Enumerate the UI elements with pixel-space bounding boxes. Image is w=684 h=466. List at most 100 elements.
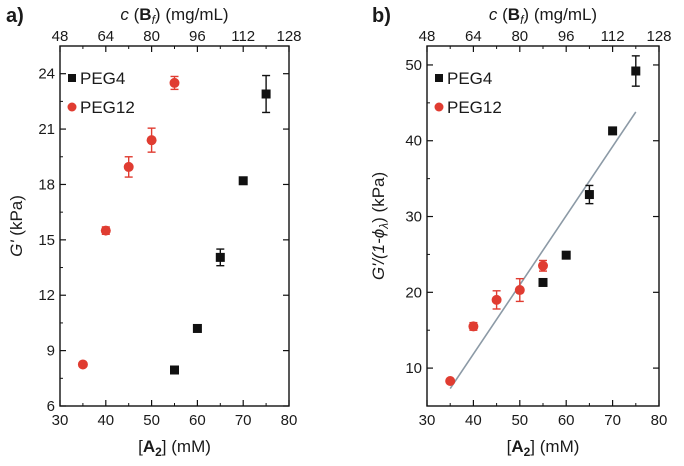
data-point-peg4 (261, 89, 271, 99)
legend-label: PEG12 (80, 98, 135, 117)
top-axis-main: B (508, 5, 520, 24)
legend: PEG4 PEG12 (67, 69, 135, 117)
chart-panel-b: b) 30 40 50 60 70 80 48 64 80 96 112 128 10 20 30 40 50 c … (369, 5, 672, 459)
data-point-peg12 (491, 294, 502, 305)
top-axis-label: c (Bf) (mg/mL) (120, 5, 228, 27)
x-axis-unit: (mM) (535, 437, 579, 456)
y-tick-label: 21 (38, 121, 55, 138)
data-point-peg12 (468, 321, 479, 332)
x-axis-unit: (mM) (167, 437, 211, 456)
x-tick-label: 60 (558, 412, 575, 429)
top-axis-main: B (139, 5, 151, 24)
y-tick-label: 20 (405, 284, 422, 301)
legend-label: PEG12 (447, 98, 502, 117)
top-tick-label: 112 (601, 28, 625, 45)
data-point-peg4 (170, 365, 179, 375)
y-tick-label: 10 (405, 360, 422, 377)
x-axis-open: [ (507, 437, 512, 456)
top-axis-unit: (mg/mL) (529, 5, 597, 24)
top-axis-open: ( (497, 5, 508, 24)
panel-label: b) (372, 5, 391, 27)
top-tick-label: 80 (143, 28, 160, 45)
top-tick-label: 112 (231, 28, 255, 45)
data-point-peg4 (238, 176, 248, 186)
x-axis-label: [A2] (mM) (138, 437, 211, 459)
top-tick-label: 128 (276, 28, 301, 45)
y-tick-label: 15 (38, 232, 55, 249)
x-axis-close: ] (162, 437, 167, 456)
x-axis-sub: 2 (155, 445, 162, 459)
y-axis-label: G'/(1-ϕλ) (kPa) (369, 172, 391, 280)
top-axis-sub: f (152, 13, 157, 27)
y-axis-unit: ) (kPa) (369, 172, 388, 223)
x-tick-label: 60 (189, 412, 206, 429)
top-tick-label: 64 (465, 28, 482, 45)
data-point-peg4 (561, 250, 571, 260)
top-axis-close: ) (155, 5, 161, 24)
top-tick-label: 48 (52, 28, 69, 45)
data-point-peg4 (584, 190, 594, 200)
top-tick-label: 96 (558, 28, 575, 45)
legend-marker-peg12 (67, 102, 77, 112)
top-tick-label: 96 (189, 28, 206, 45)
y-axis-sub: λ (377, 223, 391, 230)
fit-line (449, 111, 637, 390)
data-point-peg12 (514, 285, 525, 296)
x-tick-label: 40 (97, 412, 114, 429)
x-tick-label: 80 (281, 412, 298, 429)
data-point-peg12 (146, 135, 157, 146)
top-axis-label: c (Bf) (mg/mL) (489, 5, 597, 27)
data-point-peg4 (215, 252, 225, 262)
data-point-peg12 (169, 77, 180, 88)
y-tick-label: 24 (38, 66, 55, 83)
series-peg12 (445, 259, 548, 386)
top-tick-label: 48 (419, 28, 436, 45)
top-axis-var: c (120, 5, 129, 24)
y-tick-label: 12 (38, 287, 55, 304)
x-tick-label: 40 (465, 412, 482, 429)
top-tick-label: 64 (97, 28, 114, 45)
legend-marker-peg12 (434, 102, 444, 112)
x-tick-label: 30 (419, 412, 436, 429)
x-axis-main: A (143, 437, 155, 456)
y-tick-label: 30 (405, 209, 422, 226)
data-point-peg4 (192, 323, 202, 333)
top-axis-unit: (mg/mL) (161, 5, 229, 24)
data-point-peg4 (631, 66, 641, 76)
y-axis-main: G' (7, 240, 26, 257)
x-tick-label: 70 (235, 412, 252, 429)
x-axis-main: A (511, 437, 523, 456)
x-tick-label: 70 (604, 412, 621, 429)
legend-marker-peg4 (68, 74, 76, 82)
series-peg12 (77, 75, 180, 370)
y-axis-label: G' (kPa) (7, 195, 26, 257)
panel-label: a) (6, 5, 24, 27)
top-axis-var: c (489, 5, 498, 24)
legend-label: PEG4 (80, 69, 125, 88)
y-tick-label: 6 (47, 398, 55, 415)
legend: PEG4 PEG12 (434, 69, 502, 117)
data-point-peg12 (445, 375, 456, 386)
legend-marker-peg4 (435, 74, 443, 82)
chart-panel-a: a) 30 40 50 60 70 80 48 64 80 96 112 128 6 9 12 15 18 21 24… (6, 5, 302, 459)
y-tick-label: 40 (405, 133, 422, 150)
y-axis-unit: (kPa) (7, 195, 26, 240)
top-axis-open: ( (129, 5, 140, 24)
top-tick-label: 80 (511, 28, 528, 45)
data-point-peg12 (77, 359, 88, 370)
x-tick-label: 80 (651, 412, 668, 429)
series-peg4 (170, 74, 271, 375)
series-peg4 (538, 55, 641, 287)
x-axis-label: [A2] (mM) (507, 437, 580, 459)
x-tick-label: 50 (511, 412, 528, 429)
data-point-peg4 (608, 126, 618, 136)
y-tick-label: 18 (38, 176, 55, 193)
x-tick-label: 30 (52, 412, 69, 429)
x-tick-label: 50 (143, 412, 160, 429)
data-point-peg12 (123, 161, 134, 172)
y-axis-main: G'/(1-ϕ (369, 229, 388, 280)
x-axis-open: [ (138, 437, 143, 456)
y-tick-label: 50 (405, 57, 422, 74)
x-axis-sub: 2 (524, 445, 531, 459)
